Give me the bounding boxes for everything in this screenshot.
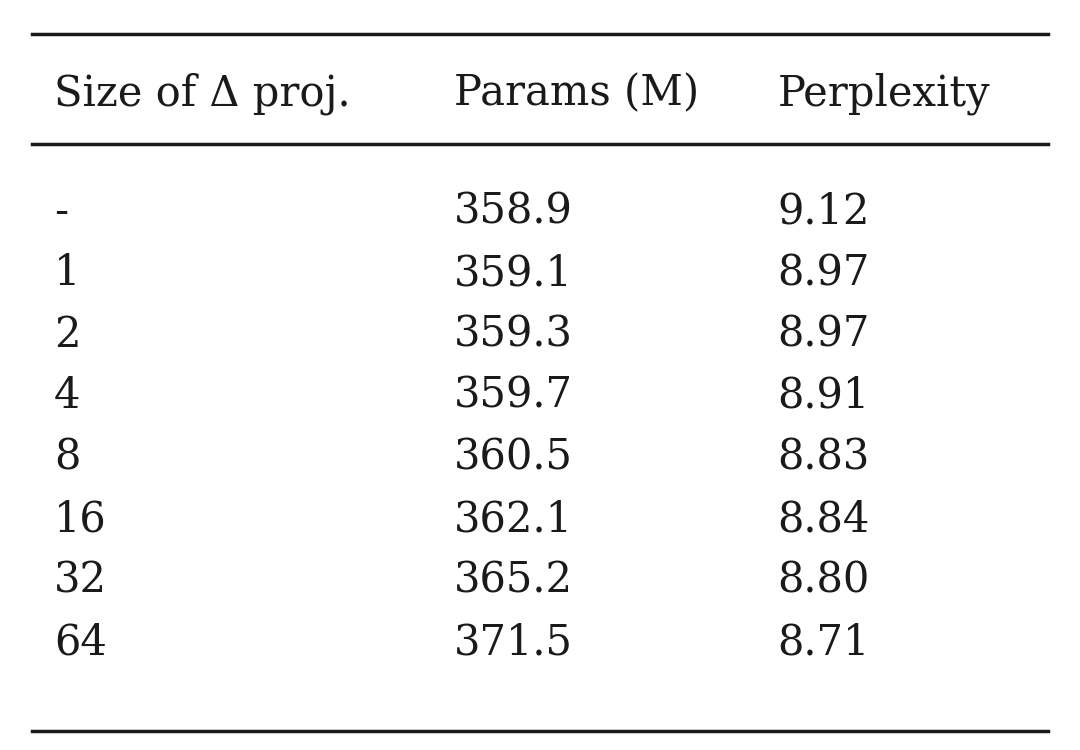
Text: 8.71: 8.71 xyxy=(778,621,870,663)
Text: 8.83: 8.83 xyxy=(778,436,870,478)
Text: 360.5: 360.5 xyxy=(454,436,572,478)
Text: Perplexity: Perplexity xyxy=(778,73,990,115)
Text: 9.12: 9.12 xyxy=(778,190,870,232)
Text: Size of Δ proj.: Size of Δ proj. xyxy=(54,73,351,115)
Text: Params (M): Params (M) xyxy=(454,73,699,115)
Text: 64: 64 xyxy=(54,621,107,663)
Text: 16: 16 xyxy=(54,498,107,540)
Text: 359.3: 359.3 xyxy=(454,314,572,356)
Text: 371.5: 371.5 xyxy=(454,621,572,663)
Text: 362.1: 362.1 xyxy=(454,498,572,540)
Text: 359.1: 359.1 xyxy=(454,252,572,294)
Text: 8.84: 8.84 xyxy=(778,498,870,540)
Text: 365.2: 365.2 xyxy=(454,560,572,602)
Text: 8.80: 8.80 xyxy=(778,560,870,602)
Text: 359.7: 359.7 xyxy=(454,375,572,417)
Text: 8.97: 8.97 xyxy=(778,252,870,294)
Text: 1: 1 xyxy=(54,252,80,294)
Text: 2: 2 xyxy=(54,314,81,356)
Text: 8: 8 xyxy=(54,436,80,478)
Text: -: - xyxy=(54,190,68,232)
Text: 32: 32 xyxy=(54,560,107,602)
Text: 358.9: 358.9 xyxy=(454,190,572,232)
Text: 8.97: 8.97 xyxy=(778,314,870,356)
Text: 4: 4 xyxy=(54,375,81,417)
Text: 8.91: 8.91 xyxy=(778,375,869,417)
